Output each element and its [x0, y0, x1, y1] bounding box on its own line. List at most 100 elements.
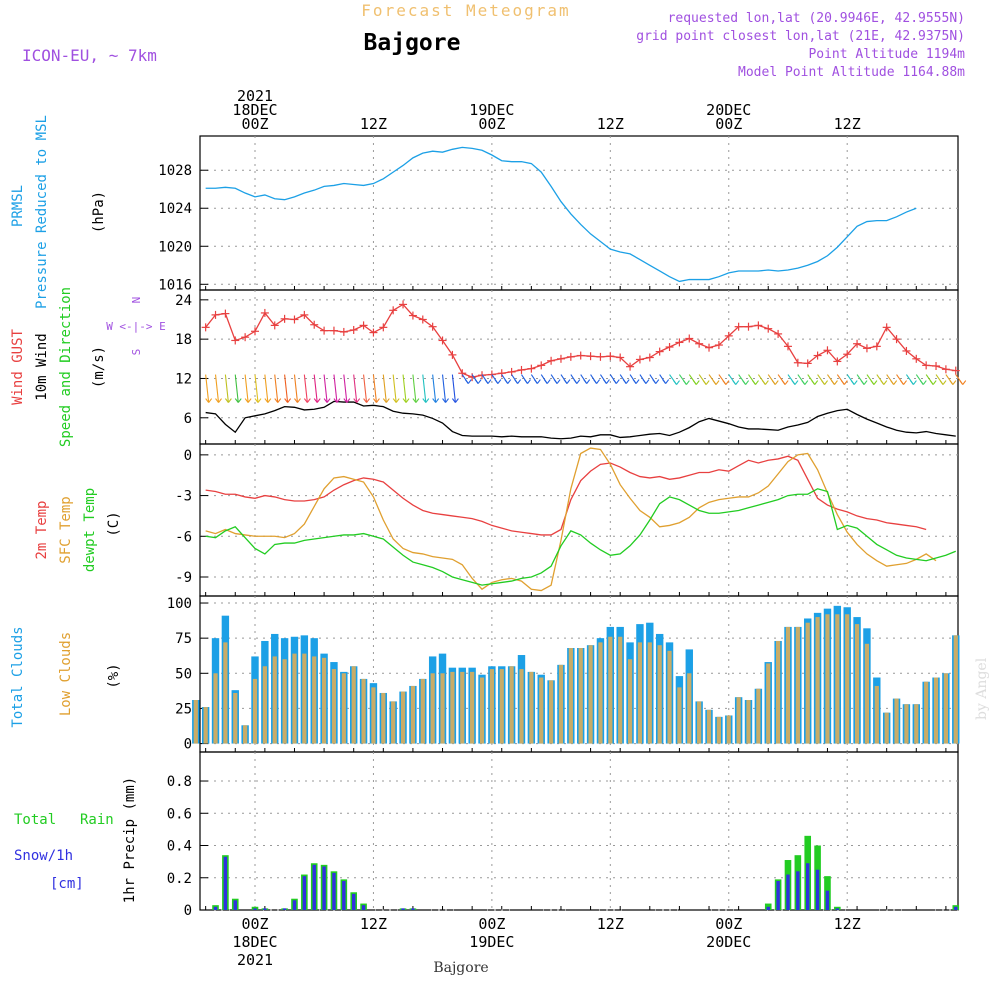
wind-arrow: [629, 374, 640, 384]
wind-arrow: [669, 374, 680, 385]
wind-arrow-shaft: [353, 374, 358, 403]
wind-arrow-head-a: [451, 398, 456, 403]
wind-arrow-head-a: [514, 379, 519, 384]
wind-arrow: [708, 374, 720, 385]
low-cloud-bar: [400, 691, 406, 744]
wind-gust-marker: [606, 352, 615, 361]
panel-frame-wind: [199, 289, 959, 445]
wind-arrow-head-a: [284, 398, 289, 403]
low-cloud-bar: [667, 650, 672, 744]
low-cloud-bar: [243, 725, 248, 744]
wind-gust-marker: [231, 336, 240, 345]
low-cloud-bar: [479, 677, 485, 744]
low-cloud-bar: [381, 692, 386, 744]
ytick-label-wind: 24: [175, 293, 192, 309]
wind-arrow-head-b: [745, 380, 750, 385]
wind-gust-marker: [902, 346, 911, 355]
wind-gust-marker: [951, 366, 960, 375]
ytick-label-wind: 12: [175, 371, 192, 387]
snow-bar: [361, 905, 366, 910]
bottom-time-label: 00Z: [241, 915, 268, 933]
wind-arrow: [323, 374, 331, 403]
low-cloud-bar: [864, 643, 870, 744]
forecast-title: Forecast Meteogram: [361, 1, 570, 20]
wind-arrow-head-a: [831, 380, 835, 385]
wind-arrow: [313, 374, 321, 403]
wind-arrow-shaft: [284, 374, 289, 403]
wind-arrow-head-b: [376, 398, 380, 403]
wind-gust-marker: [665, 343, 674, 352]
snow-bar: [332, 872, 336, 910]
wind-arrow-head-a: [412, 398, 417, 403]
wind-gust-label: Wind GUST: [10, 329, 26, 405]
wind-arrow-head-b: [326, 398, 331, 403]
low-cloud-bar: [697, 701, 702, 744]
wind-arrow-shaft: [402, 374, 407, 403]
wind-arrow-head-b: [873, 380, 878, 385]
low-cloud-bar: [460, 671, 465, 744]
wind-gust-marker: [714, 341, 723, 350]
ytick-label-temperature: -9: [175, 570, 192, 586]
temp-2m-label: 2m Temp: [34, 500, 50, 559]
wind-arrow: [876, 374, 888, 385]
wind-arrow: [392, 374, 400, 403]
wind-arrow-shaft: [451, 374, 456, 403]
wind-arrow-head-a: [722, 380, 727, 385]
wind-arrow: [718, 374, 730, 385]
wind-arrow-head-b: [774, 380, 779, 385]
low-cloud-bar: [549, 680, 554, 744]
ytick-label-precip: 0.8: [167, 774, 192, 790]
ytick-label-temperature: -3: [175, 489, 192, 505]
wind-arrow: [224, 374, 232, 403]
wind-arrow-head-b: [257, 398, 262, 403]
wind-arrow-shaft: [274, 374, 279, 403]
wind-arrow-head-a: [543, 379, 548, 384]
wind-arrow-head-a: [632, 379, 637, 384]
wind-arrow-shaft: [392, 374, 397, 403]
wind-arrow-head-b: [218, 398, 222, 403]
ytick-label-clouds: 25: [175, 701, 192, 717]
low-cloud-bar: [726, 715, 731, 744]
wind-gust-marker: [211, 310, 220, 319]
wind-arrow-head-b: [735, 380, 740, 385]
wind-gust-marker: [310, 320, 319, 329]
wind-arrow-shaft: [333, 374, 338, 403]
low-cloud-bar: [282, 659, 287, 744]
snow-bar: [835, 908, 840, 910]
wind-arrow: [461, 374, 472, 384]
low-cloud-bar: [252, 678, 258, 744]
wind-arrow-head-a: [840, 380, 845, 385]
low-cloud-bar: [618, 636, 623, 744]
wind-arrow-head-b: [405, 398, 410, 403]
wind-arrow-head-b: [804, 380, 809, 385]
ytick-label-precip: 0.6: [167, 806, 192, 822]
wind-arrow-head-b: [784, 380, 789, 385]
wind-gust-marker: [280, 314, 289, 323]
low-cloud-bar: [578, 648, 583, 744]
low-cloud-bar: [687, 673, 692, 744]
low-cloud-bar: [637, 642, 643, 744]
snow-bar: [263, 908, 267, 910]
wind-arrow-head-b: [655, 379, 660, 384]
wind-gust-marker: [744, 322, 753, 331]
watermark: by Angel: [974, 657, 990, 720]
wind-gust-marker: [537, 361, 546, 370]
low-cloud-bar: [746, 700, 751, 744]
wind-gust-marker: [922, 361, 931, 370]
wind-arrow: [501, 374, 512, 384]
ytick-label-temperature: -6: [175, 529, 192, 545]
low-cloud-bar: [706, 709, 712, 744]
wind-arrow: [738, 374, 750, 385]
wind-gust-marker: [349, 325, 358, 334]
low-cloud-bar: [627, 659, 633, 744]
wind-arrow: [264, 374, 272, 403]
wind-gust-line: [205, 303, 956, 378]
wind-arrow-head-a: [432, 398, 437, 403]
bottom-time-label: 2021: [237, 951, 273, 969]
wind-gust-marker: [734, 322, 743, 331]
wind-arrow: [481, 374, 492, 384]
ytick-label-clouds: 0: [184, 737, 192, 753]
wind-arrow: [511, 374, 522, 384]
wind-arrow: [402, 374, 410, 403]
precip-rain-label: Rain: [80, 812, 114, 828]
